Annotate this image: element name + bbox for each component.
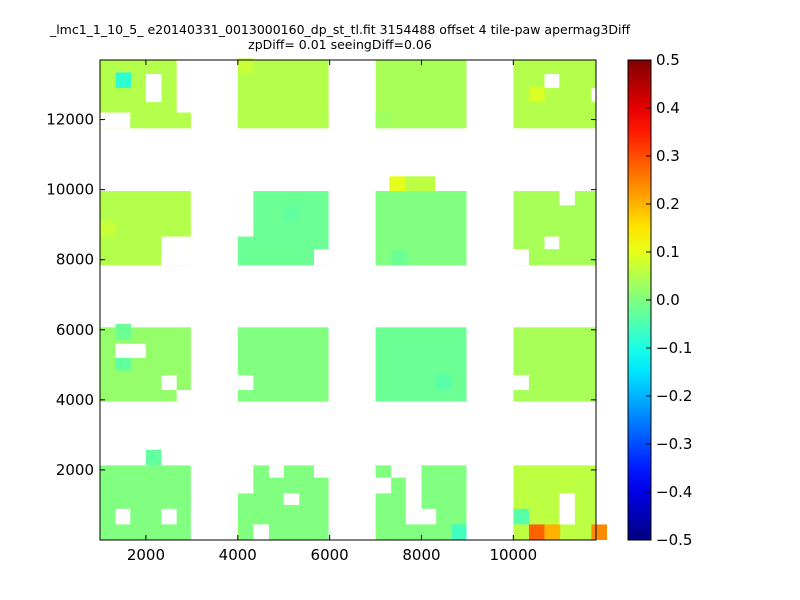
- x-tick-label: 10000: [489, 546, 537, 564]
- colorbar-tick-label: −0.1: [656, 339, 692, 357]
- heatmap-block: [405, 176, 436, 192]
- heatmap-block: [375, 191, 467, 266]
- heatmap-cell: [391, 249, 407, 266]
- y-tick-label: 12000: [46, 111, 94, 129]
- heatmap-hole: [115, 343, 146, 358]
- heatmap-hole: [115, 508, 131, 525]
- x-tick-label: 6000: [311, 546, 349, 564]
- heatmap-cell: [436, 374, 452, 391]
- heatmap-block: [237, 327, 329, 402]
- heatmap-gap: [176, 60, 191, 113]
- heatmap-hole: [176, 390, 191, 402]
- heatmap-hole: [405, 465, 422, 525]
- heatmap-gap: [361, 60, 376, 129]
- heatmap-block: [100, 465, 191, 540]
- heatmap-cell: [591, 524, 608, 540]
- heatmap-hole: [237, 191, 254, 237]
- heatmap-cell: [528, 524, 545, 540]
- heatmap-hole: [559, 191, 575, 206]
- colorbar-tick-label: 0.0: [656, 291, 680, 309]
- heatmap-hole: [161, 236, 191, 266]
- heatmap-gap: [328, 327, 376, 402]
- heatmap-gap: [466, 465, 514, 540]
- heatmap-hole: [237, 465, 254, 494]
- y-tick-label: 8000: [56, 251, 94, 269]
- colorbar-tick-label: −0.4: [656, 483, 692, 501]
- heatmap-cell: [283, 205, 300, 222]
- heatmap-hole: [513, 249, 529, 266]
- heatmap-cell: [115, 324, 132, 340]
- chart-title: _lmc1_1_10_5_ e20140331_0013000160_dp_st…: [0, 22, 680, 52]
- heatmap-hole: [559, 493, 575, 525]
- heatmap-gap: [328, 191, 376, 266]
- heatmap-cell: [237, 58, 254, 75]
- y-tick-label: 10000: [46, 181, 94, 199]
- y-tick-label: 4000: [56, 391, 94, 409]
- heatmap-cell: [544, 524, 561, 540]
- heatmap-hole: [421, 508, 437, 525]
- heatmap-gap: [466, 191, 514, 266]
- heatmap-hole: [314, 465, 329, 478]
- heatmap-hole: [161, 508, 177, 525]
- heatmap-cell: [115, 72, 132, 89]
- heatmap-gap: [190, 327, 238, 402]
- heatmap-gap: [466, 327, 514, 402]
- chart-title-line-2: zpDiff= 0.01 seeingDiff=0.06: [248, 37, 432, 52]
- heatmap-hole: [161, 375, 177, 391]
- heatmap-gap: [483, 112, 498, 129]
- plot-frame: [99, 59, 597, 541]
- colorbar-tick-label: 0.2: [656, 195, 680, 213]
- axes: 2000 4000 6000 8000 10000 2000 4000 6000 8000 100…: [46, 60, 596, 564]
- chart-title-line-1: _lmc1_1_10_5_ e20140331_0013000160_dp_st…: [49, 22, 631, 37]
- heatmap-hole: [544, 236, 560, 250]
- heatmap-hole: [513, 375, 529, 391]
- heatmap-hole: [145, 74, 162, 103]
- heatmap-gap: [190, 191, 238, 266]
- colorbar: 0.5 0.4 0.3 0.2 0.1 0.0 −0.1 −0.2 −0.3 −0.4 −0.5: [627, 51, 692, 549]
- heatmap-gap: [222, 401, 238, 466]
- heatmap-block: [513, 327, 596, 402]
- heatmap-hole: [237, 375, 254, 391]
- x-tick-label: 4000: [219, 546, 257, 564]
- colorbar-tick-label: 0.1: [656, 243, 680, 261]
- heatmap-block: [389, 176, 406, 192]
- colorbar-tick-label: −0.2: [656, 387, 692, 405]
- heatmap-cells: [100, 58, 608, 540]
- heatmap-cell: [513, 508, 529, 525]
- heatmap-hole: [391, 465, 406, 478]
- heatmap-cell: [451, 524, 468, 540]
- heatmap-hole: [190, 504, 207, 540]
- x-tick-label: 8000: [402, 546, 440, 564]
- colorbar-tick-label: 0.4: [656, 99, 680, 117]
- heatmap-cell: [375, 112, 392, 129]
- x-tick-label: 2000: [127, 546, 165, 564]
- heatmap-gap: [206, 60, 238, 76]
- heatmap-block: [375, 327, 467, 402]
- heatmap-hole: [375, 477, 392, 494]
- heatmap-block: [513, 60, 596, 129]
- y-tick-label: 6000: [56, 321, 94, 339]
- heatmap-hole: [269, 465, 284, 478]
- heatmap-gap: [100, 112, 131, 129]
- colorbar-tick-label: 0.5: [656, 51, 680, 69]
- heatmap-hole: [544, 74, 560, 89]
- heatmap-cell: [100, 220, 116, 237]
- colorbar-tick-label: −0.5: [656, 531, 692, 549]
- heatmap-cell: [145, 449, 162, 466]
- heatmap-gap: [328, 465, 376, 540]
- heatmap-cell: [115, 354, 132, 371]
- y-tick-label: 2000: [56, 461, 94, 479]
- heatmap-hole: [591, 88, 596, 103]
- heatmap-cell: [528, 86, 545, 103]
- colorbar-tick-label: −0.3: [656, 435, 692, 453]
- heatmap-hole: [253, 524, 270, 540]
- heatmap-hole: [314, 249, 329, 266]
- colorbar-tick-label: 0.3: [656, 147, 680, 165]
- heatmap-hole: [283, 493, 300, 505]
